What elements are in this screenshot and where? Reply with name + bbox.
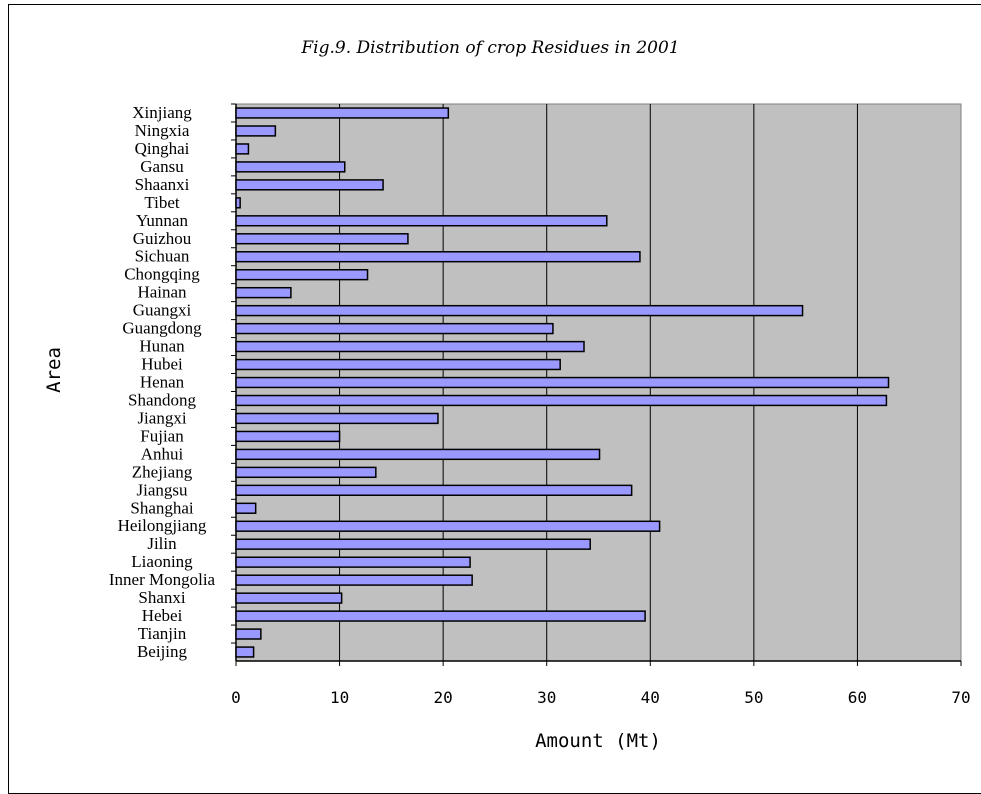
bar [235,251,641,263]
category-label: Qinghai [135,139,190,158]
category-label: Jiangxi [137,408,186,427]
bar [235,466,377,479]
x-tick-label: 70 [951,688,970,707]
x-tick-label: 30 [537,688,556,707]
y-axis-title: Area [43,347,65,393]
bar [235,304,804,317]
bar [235,430,341,443]
bar [235,484,633,496]
category-label: Guizhou [133,229,192,248]
category-label: Chongqing [124,265,200,284]
category-label: Hainan [137,283,187,302]
category-label: Hebei [142,606,183,625]
category-label: Fujian [140,426,184,445]
category-label: Shanghai [130,498,194,517]
bar [235,322,554,335]
category-label: Yunnan [136,211,188,230]
category-label: Xinjiang [132,103,192,122]
category-label: Shandong [128,390,197,409]
category-label: Hubei [141,355,183,374]
bar [235,448,601,461]
bar [235,233,409,245]
category-label: Liaoning [131,552,193,571]
bar [235,107,450,119]
x-tick-label: 50 [744,688,763,707]
category-label: Sichuan [135,247,190,266]
bar [235,610,646,622]
category-label: Ningxia [135,121,190,140]
bar [235,215,608,227]
bar [235,592,343,604]
x-axis-title: Amount (Mt) [535,730,661,752]
bar [235,340,585,353]
bar [235,628,262,640]
x-tick-label: 20 [434,688,453,707]
bar [235,269,369,281]
bar [235,412,439,425]
chart-title: Fig.9. Distribution of crop Residues in … [301,38,680,58]
category-label: Heilongjiang [118,516,207,535]
bar [235,556,471,568]
bar-chart: 0 10 20 30 40 50 60 70 XinjiangNingxiaQinghaiGan… [43,103,971,752]
category-label: Jiangsu [137,480,189,499]
bar [235,125,277,137]
category-label: Beijing [137,642,188,661]
bar [235,538,591,550]
bar [235,197,241,209]
x-tick-label: 60 [848,688,867,707]
category-label: Gansu [140,157,184,176]
x-tick-label: 0 [231,688,241,707]
bar [235,520,661,532]
bar [235,179,384,191]
category-label: Guangxi [133,301,192,320]
category-label: Shaanxi [135,175,190,194]
bar [235,574,473,586]
x-tick-label: 40 [641,688,660,707]
category-label: Henan [140,373,185,392]
category-label: Hunan [139,337,185,356]
bar [235,502,257,514]
bar [235,394,888,407]
category-label: Zhejiang [132,462,193,481]
category-label: Shanxi [138,588,186,607]
bar [235,358,561,371]
x-tick-label: 10 [330,688,349,707]
category-label: Tibet [144,193,180,212]
bar [235,286,292,299]
category-label: Jilin [147,534,177,553]
bar [235,143,250,155]
category-label: Guangdong [122,319,202,338]
bar [235,161,346,173]
category-label: Inner Mongolia [109,570,216,589]
bar [235,376,890,389]
bar [235,646,255,658]
category-label: Tianjin [138,624,187,643]
category-label: Anhui [141,444,184,463]
